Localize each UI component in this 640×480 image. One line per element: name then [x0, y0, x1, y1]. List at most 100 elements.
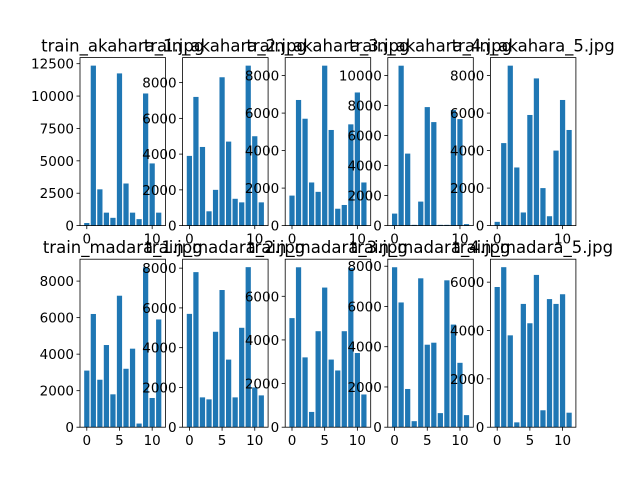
- y-tick-label: 6000: [142, 301, 176, 317]
- bar: [527, 323, 533, 428]
- bar: [361, 394, 367, 428]
- bar: [84, 370, 90, 428]
- bar: [199, 397, 206, 428]
- bar: [245, 65, 251, 226]
- bar: [553, 150, 559, 226]
- y-tick-label: 0: [373, 420, 382, 436]
- y-tick-label: 4000: [40, 347, 74, 363]
- x-tick-label: 10: [246, 232, 263, 248]
- bar: [206, 399, 212, 428]
- bar: [520, 212, 526, 226]
- bar: [116, 73, 123, 226]
- subplot-title: train_akahara_5.jpg: [452, 37, 615, 57]
- bar: [341, 204, 347, 226]
- bar: [186, 313, 193, 428]
- bar: [566, 412, 572, 428]
- axes-frame: [489, 57, 577, 226]
- y-tick-label: 4000: [347, 340, 381, 356]
- x-tick-label: 10: [144, 232, 161, 248]
- bar: [494, 286, 500, 428]
- bar: [302, 357, 308, 428]
- y-tick-label: 0: [271, 420, 280, 436]
- axes-frame: [284, 57, 372, 226]
- bar: [463, 415, 470, 428]
- bar: [232, 397, 238, 428]
- bar: [239, 327, 245, 428]
- bar: [501, 267, 507, 428]
- y-tick-label: 8000: [40, 274, 74, 290]
- axes-frame: [387, 258, 474, 428]
- bar: [193, 272, 199, 428]
- bar: [156, 319, 162, 428]
- bar: [143, 267, 149, 428]
- bar: [501, 143, 507, 226]
- bar: [540, 188, 546, 226]
- bar: [289, 318, 295, 428]
- bar: [90, 313, 96, 428]
- bar: [206, 211, 212, 226]
- bar: [258, 395, 264, 428]
- bar: [398, 65, 404, 226]
- bar: [232, 198, 238, 226]
- bar: [444, 280, 450, 428]
- y-tick-label: 7500: [40, 121, 74, 137]
- bar: [391, 213, 398, 226]
- x-tick-label: 0: [83, 433, 92, 449]
- y-tick-label: 2000: [40, 384, 74, 400]
- bar: [136, 423, 142, 428]
- x-tick-label: 10: [246, 433, 263, 449]
- bar: [295, 99, 302, 226]
- y-tick-label: 8000: [245, 69, 279, 85]
- y-tick-label: 12500: [31, 57, 74, 73]
- x-tick-label: 0: [83, 232, 92, 248]
- y-tick-label: 6000: [347, 129, 381, 145]
- x-tick-label: 0: [493, 433, 502, 449]
- bar: [90, 65, 96, 226]
- subplot-title: train_madara_2.jpg: [145, 238, 305, 258]
- subplot-title: train_akahara_4.jpg: [349, 37, 512, 57]
- bar: [245, 267, 251, 428]
- y-tick-label: 2000: [347, 189, 381, 205]
- y-tick-label: 8000: [142, 76, 176, 92]
- bar: [289, 195, 295, 226]
- y-tick-label: 8000: [347, 99, 381, 115]
- y-tick-label: 2000: [142, 380, 176, 396]
- bar: [514, 167, 520, 226]
- bar: [315, 191, 321, 226]
- bar: [546, 299, 553, 428]
- subplot-title: train_madara_3.jpg: [248, 238, 408, 258]
- bar: [348, 267, 354, 428]
- bar: [398, 302, 404, 428]
- bar: [507, 65, 513, 226]
- x-tick-label: 5: [115, 433, 124, 449]
- bar: [418, 278, 424, 428]
- y-tick-label: 2000: [142, 183, 176, 199]
- y-tick-label: 2000: [245, 377, 279, 393]
- bar: [239, 202, 245, 226]
- bar: [149, 397, 155, 428]
- bar: [308, 182, 315, 226]
- y-tick-label: 8000: [142, 261, 176, 277]
- bar: [186, 155, 193, 226]
- bar: [450, 324, 457, 428]
- bar: [354, 92, 360, 226]
- subplot-title: train_madara_1.jpg: [43, 238, 203, 258]
- axes-frame: [182, 258, 269, 428]
- bar: [507, 335, 513, 428]
- y-tick-label: 6000: [40, 311, 74, 327]
- x-tick-label: 0: [493, 232, 502, 248]
- y-tick-label: 2500: [40, 186, 74, 202]
- bar: [212, 331, 219, 428]
- bar: [84, 223, 90, 226]
- y-tick-label: 4000: [245, 144, 279, 160]
- bar: [199, 146, 206, 226]
- y-tick-label: 4000: [450, 324, 484, 340]
- bar: [437, 413, 443, 428]
- bar: [546, 216, 553, 226]
- y-tick-label: 0: [65, 219, 74, 235]
- bar: [212, 189, 219, 226]
- bar: [252, 136, 258, 226]
- bar: [514, 422, 520, 428]
- bar: [322, 65, 328, 226]
- y-tick-label: 6000: [450, 275, 484, 291]
